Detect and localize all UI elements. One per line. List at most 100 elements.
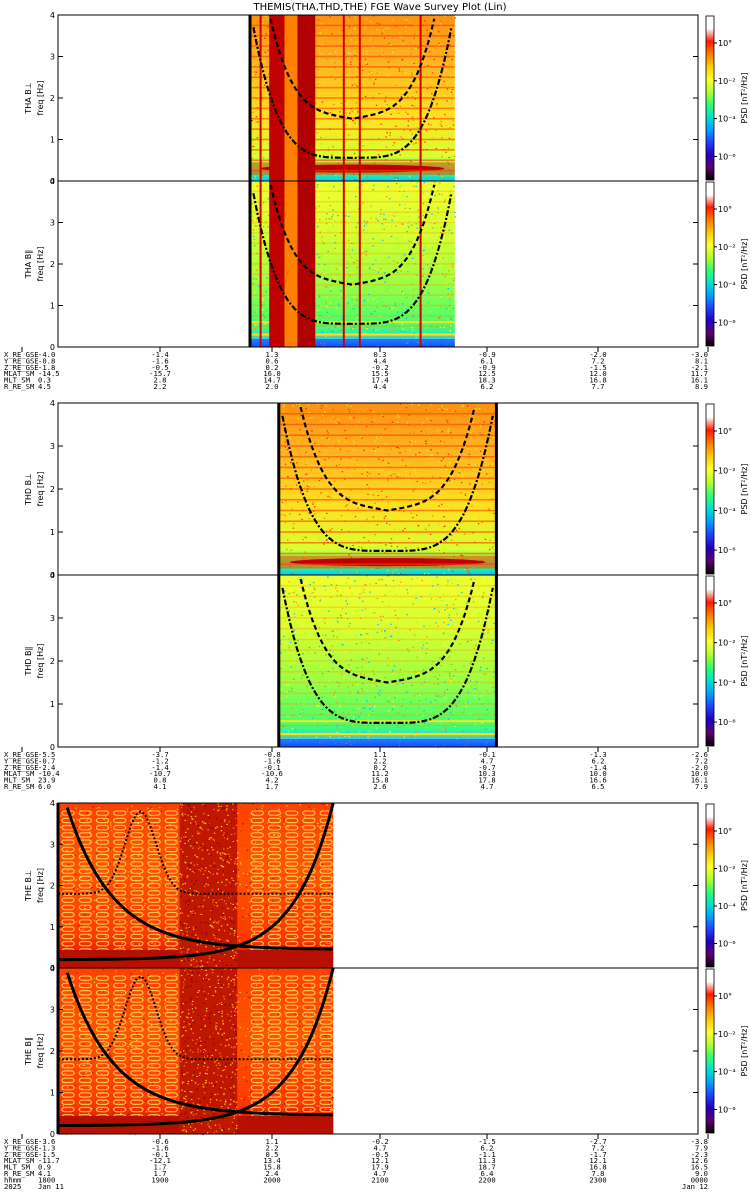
spectrogram-pixel [375, 104, 378, 106]
spectrogram-pixel [313, 621, 315, 623]
spectrogram-pixel [336, 681, 339, 683]
spectrogram-pixel [386, 324, 388, 326]
spectrogram-pixel [193, 966, 195, 968]
spectrogram-pixel [440, 227, 442, 229]
spectrogram-pixel [438, 460, 440, 463]
spectrogram-pixel [376, 645, 378, 647]
spectrogram-pixel [414, 425, 416, 427]
spectrogram-pixel [443, 572, 445, 574]
spectrogram-pixel [125, 897, 127, 899]
colorbar-tick-label: 10° [718, 39, 732, 48]
wave-cell [267, 846, 282, 853]
harmonic-line [250, 97, 455, 99]
spectrogram-pixel [328, 610, 330, 612]
spectrogram-pixel [390, 235, 393, 237]
spectrogram-pixel [428, 729, 430, 731]
spectrogram-pixel [240, 830, 242, 832]
spectrogram-pixel [364, 584, 366, 586]
spectrogram-pixel [423, 255, 425, 258]
spectrogram-pixel [351, 593, 353, 595]
spectrogram-pixel [351, 505, 353, 507]
spectrogram-pixel [440, 497, 443, 499]
spectrogram-pixel [399, 461, 402, 463]
y-tick-label: 2 [50, 657, 55, 666]
spectrogram-pixel [360, 328, 362, 330]
spectrogram-pixel [475, 644, 477, 646]
spectrogram-pixel [351, 298, 353, 301]
spectrogram-pixel [383, 494, 385, 496]
spectrogram-pixel [293, 613, 296, 615]
spectrogram-pixel [126, 808, 129, 810]
spectrogram-pixel [384, 515, 387, 517]
spectrogram-pixel [449, 462, 451, 464]
spectrogram-pixel [407, 225, 409, 227]
spectrogram-pixel [410, 181, 412, 183]
spectrogram-pixel [447, 580, 449, 582]
spectrogram-pixel [254, 324, 256, 326]
spectrogram-pixel [400, 36, 402, 38]
spectrogram-pixel [371, 711, 373, 713]
spectrogram-pixel [73, 887, 75, 890]
spectrogram-pixel [335, 587, 337, 589]
spectrogram-pixel [426, 261, 428, 263]
vertical-line [419, 15, 422, 181]
spectrogram-pixel [267, 26, 269, 28]
spectrogram-pixel [366, 484, 368, 486]
spectrogram-pixel [285, 642, 287, 644]
spectrogram-pixel [380, 436, 383, 438]
wave-cell [112, 911, 127, 918]
spectrogram-pixel [339, 705, 341, 707]
spectrogram-pixel [320, 137, 322, 139]
spectrogram-pixel [315, 736, 318, 738]
harmonic-line [278, 606, 497, 609]
spectrogram-pixel [410, 160, 412, 162]
spectrogram-pixel [332, 234, 334, 236]
spectrogram-pixel [305, 408, 307, 410]
cyclotron-curve-2 [269, 18, 436, 120]
spectrogram-pixel [345, 505, 347, 507]
spectrogram-pixel [351, 660, 354, 663]
spectrogram-pixel [452, 263, 454, 265]
spectrogram-pixel [449, 480, 451, 482]
spectrogram-pixel [439, 657, 441, 659]
wave-cell [285, 846, 299, 853]
spectrogram-pixel [324, 634, 327, 636]
spectrogram-pixel [67, 864, 70, 866]
spectrogram-pixel [378, 473, 380, 475]
spectrogram-pixel [268, 214, 270, 216]
spectrogram-pixel [240, 861, 242, 863]
spectrogram-pixel [362, 591, 364, 593]
spectrogram-pixel [341, 203, 343, 205]
spectrogram-pixel [443, 326, 445, 328]
spectrogram-pixel [293, 571, 295, 573]
spectrogram-pixel [256, 121, 258, 123]
wave-cell [130, 933, 144, 940]
wave-cell [112, 933, 127, 940]
spectrogram-pixel [403, 144, 406, 147]
spectrogram-pixel [86, 852, 88, 854]
spectrogram-pixel [109, 863, 112, 865]
spectrogram-pixel [460, 554, 462, 556]
spectrogram-pixel [314, 506, 316, 508]
spectrogram-pixel [345, 437, 348, 439]
spectrogram-pixel [422, 714, 424, 716]
spectrogram-pixel [327, 870, 329, 872]
spectrogram-pixel [317, 539, 319, 541]
spectrogram-pixel [427, 126, 430, 129]
spectrogram-pixel [263, 878, 265, 880]
spectrogram-pixel [444, 654, 446, 656]
wave-cell [164, 846, 178, 853]
spectrogram-pixel [335, 251, 337, 253]
spectrogram-pixel [291, 460, 293, 462]
spectrogram-pixel [298, 690, 300, 692]
spectrogram-pixel [364, 58, 367, 60]
spectrogram-pixel [439, 326, 442, 328]
spectrogram-pixel [286, 449, 289, 451]
spectrogram-pixel [406, 648, 409, 650]
spectrogram-pixel [450, 335, 453, 337]
spectrogram-pixel [414, 98, 416, 100]
spectrogram-pixel [410, 701, 412, 703]
spectrogram-pixel [417, 209, 419, 211]
spectrogram-pixel [304, 551, 306, 553]
spectrogram-pixel [257, 907, 259, 909]
